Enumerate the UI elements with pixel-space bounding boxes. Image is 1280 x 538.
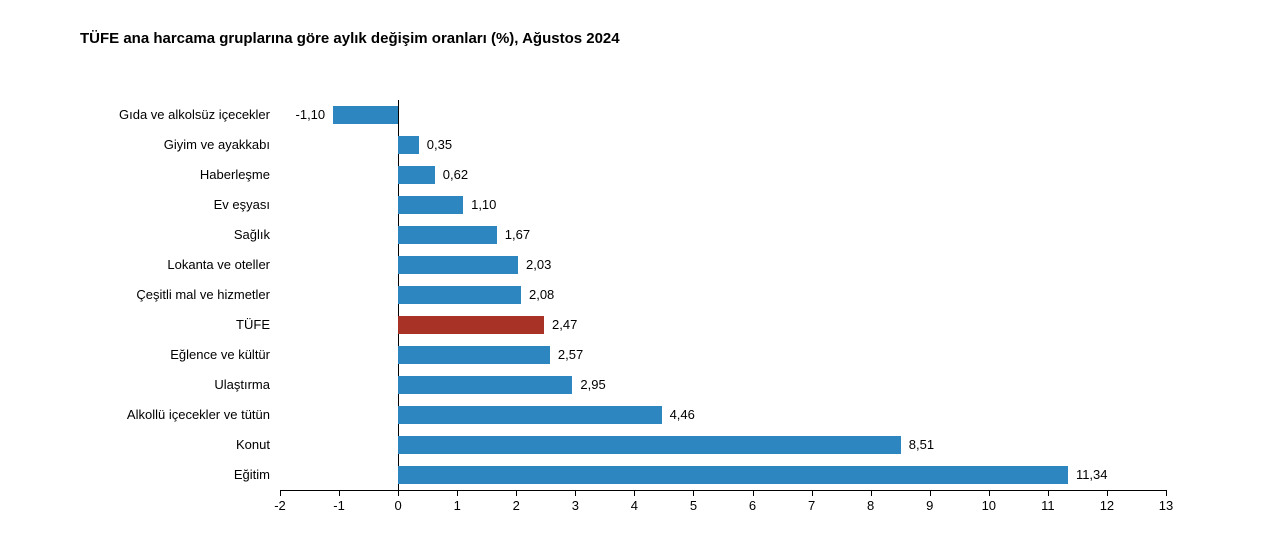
plot-area: -2-1012345678910111213Gıda ve alkolsüz i…	[280, 100, 1166, 490]
value-label: -1,10	[296, 107, 326, 122]
bar	[398, 316, 544, 335]
x-tick-label: 1	[437, 498, 477, 513]
category-label: Konut	[10, 437, 270, 452]
x-tick-label: -1	[319, 498, 359, 513]
category-label: TÜFE	[10, 317, 270, 332]
x-tick	[1166, 490, 1167, 496]
category-label: Alkollü içecekler ve tütün	[10, 407, 270, 422]
category-label: Gıda ve alkolsüz içecekler	[10, 107, 270, 122]
bar	[398, 376, 572, 395]
value-label: 2,03	[526, 257, 551, 272]
x-tick	[871, 490, 872, 496]
category-label: Haberleşme	[10, 167, 270, 182]
chart-title: TÜFE ana harcama gruplarına göre aylık d…	[80, 30, 620, 47]
x-tick-label: 12	[1087, 498, 1127, 513]
bar	[398, 256, 518, 275]
category-label: Ulaştırma	[10, 377, 270, 392]
x-tick	[516, 490, 517, 496]
x-tick	[339, 490, 340, 496]
x-tick	[1107, 490, 1108, 496]
x-tick	[989, 490, 990, 496]
x-tick-label: 13	[1146, 498, 1186, 513]
x-tick-label: 3	[555, 498, 595, 513]
value-label: 2,57	[558, 347, 583, 362]
category-label: Sağlık	[10, 227, 270, 242]
bar	[398, 406, 661, 425]
x-tick-label: 10	[969, 498, 1009, 513]
value-label: 1,10	[471, 197, 496, 212]
bar	[398, 286, 521, 305]
x-tick	[634, 490, 635, 496]
x-tick-label: 2	[496, 498, 536, 513]
x-tick	[1048, 490, 1049, 496]
value-label: 2,47	[552, 317, 577, 332]
value-label: 2,95	[580, 377, 605, 392]
bar	[398, 136, 419, 155]
x-tick	[280, 490, 281, 496]
bar	[398, 346, 550, 365]
category-label: Giyim ve ayakkabı	[10, 137, 270, 152]
value-label: 0,35	[427, 137, 452, 152]
x-tick	[693, 490, 694, 496]
bar	[398, 436, 901, 455]
x-tick-label: 9	[910, 498, 950, 513]
x-tick	[753, 490, 754, 496]
x-tick-label: 0	[378, 498, 418, 513]
category-label: Çeşitli mal ve hizmetler	[10, 287, 270, 302]
x-tick-label: 6	[733, 498, 773, 513]
category-label: Lokanta ve oteller	[10, 257, 270, 272]
x-tick-label: 4	[614, 498, 654, 513]
x-tick-label: 11	[1028, 498, 1068, 513]
value-label: 4,46	[670, 407, 695, 422]
value-label: 2,08	[529, 287, 554, 302]
x-tick	[575, 490, 576, 496]
bar	[398, 466, 1068, 485]
value-label: 1,67	[505, 227, 530, 242]
x-tick	[930, 490, 931, 496]
category-label: Ev eşyası	[10, 197, 270, 212]
x-tick	[812, 490, 813, 496]
x-tick-label: 7	[792, 498, 832, 513]
value-label: 8,51	[909, 437, 934, 452]
category-label: Eğlence ve kültür	[10, 347, 270, 362]
bar	[398, 166, 435, 185]
category-label: Eğitim	[10, 467, 270, 482]
x-tick	[398, 490, 399, 496]
x-tick-label: 8	[851, 498, 891, 513]
value-label: 0,62	[443, 167, 468, 182]
x-tick-label: 5	[673, 498, 713, 513]
bar	[398, 196, 463, 215]
value-label: 11,34	[1076, 467, 1108, 482]
x-axis-line	[280, 490, 1166, 491]
bar	[333, 106, 398, 125]
bar	[398, 226, 497, 245]
x-tick	[457, 490, 458, 496]
x-tick-label: -2	[260, 498, 300, 513]
